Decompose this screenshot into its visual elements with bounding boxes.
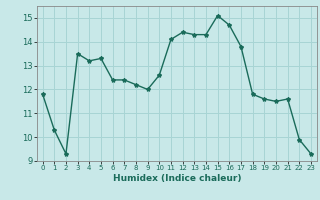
X-axis label: Humidex (Indice chaleur): Humidex (Indice chaleur): [113, 174, 241, 183]
